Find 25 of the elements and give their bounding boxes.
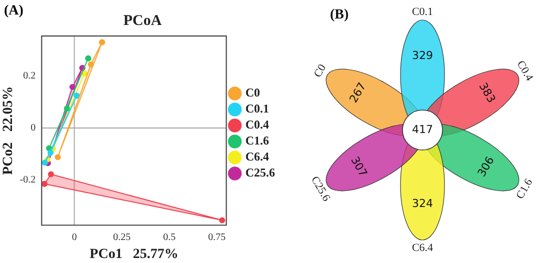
x-axis-title: PCo1 25.77% bbox=[90, 247, 178, 262]
text: (B) bbox=[330, 8, 349, 23]
category-label: C0.1 bbox=[412, 6, 434, 18]
data-label: 307 bbox=[348, 154, 370, 180]
legend-label: C6.4 bbox=[245, 150, 270, 164]
legend-label: C25.6 bbox=[245, 166, 276, 180]
text: 417 bbox=[412, 122, 433, 136]
chart-title: PCoA bbox=[123, 12, 162, 29]
data-label: 329 bbox=[412, 48, 433, 62]
legend-label: C1.6 bbox=[245, 134, 270, 148]
y-tick-label: -0.2 bbox=[20, 174, 36, 186]
x-tick-label: 0.25 bbox=[113, 232, 131, 243]
y-axis-title: PCo2 22.05% bbox=[1, 86, 16, 175]
y-tick-label: 0.2 bbox=[23, 70, 36, 82]
x-tick-label: 0.75 bbox=[208, 232, 226, 243]
data-label: 324 bbox=[412, 196, 433, 210]
category-label: C0 bbox=[312, 62, 329, 80]
x-tick-label: 0 bbox=[72, 232, 77, 243]
y-tick-label: 0 bbox=[30, 122, 36, 134]
x-tick-label: 0.5 bbox=[163, 232, 176, 243]
legend-label: C0.1 bbox=[245, 102, 270, 116]
legend-label: C0 bbox=[245, 86, 260, 100]
legend-label: C0.4 bbox=[245, 118, 270, 132]
category-label: C6.4 bbox=[412, 242, 434, 254]
text: (A) bbox=[4, 4, 24, 19]
